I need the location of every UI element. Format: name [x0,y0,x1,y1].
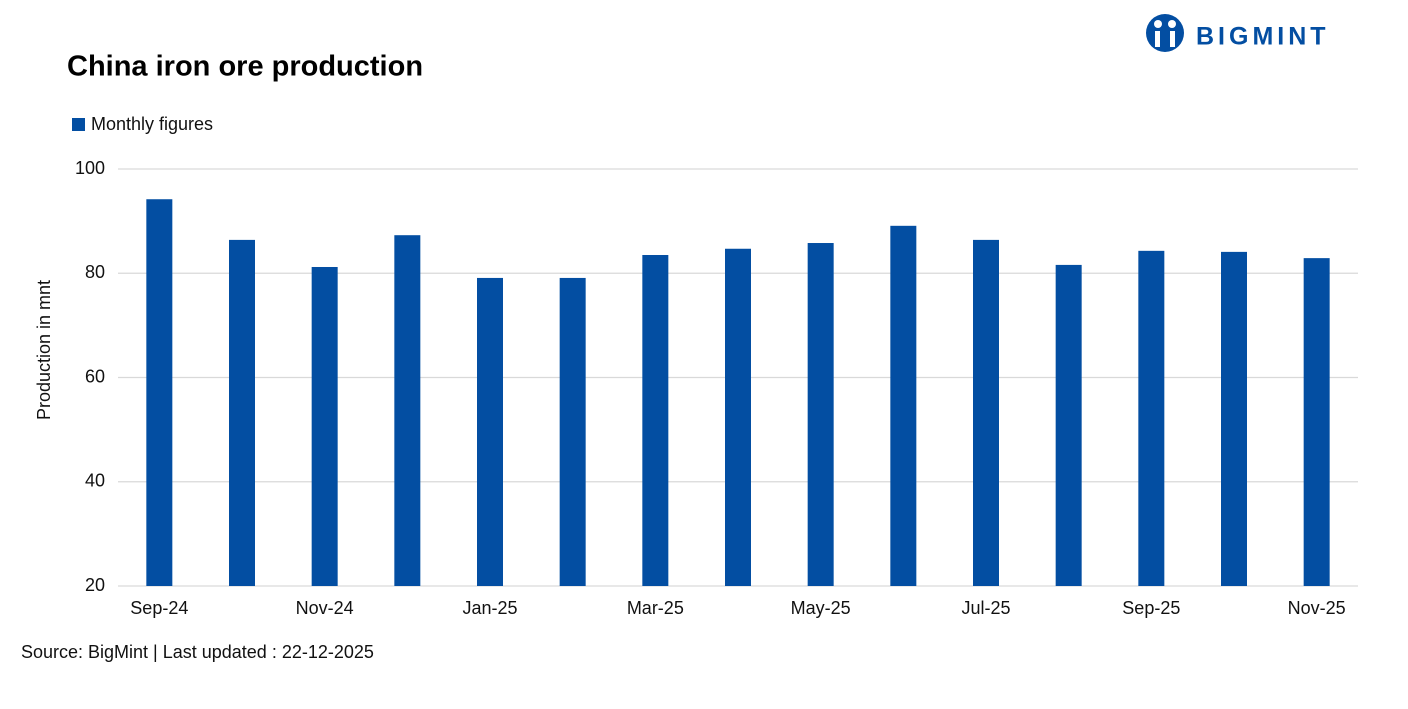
bar [229,239,255,586]
y-tick-label: 40 [85,471,105,491]
bar [890,225,917,586]
bar [973,239,999,586]
bar [1138,250,1165,586]
y-tick-label: 20 [85,575,105,595]
bar [559,277,586,586]
y-tick-label: 80 [85,262,105,282]
x-tick-label: Jul-25 [961,598,1010,618]
logo-icon-bar [1170,31,1175,47]
y-tick-label: 60 [85,366,105,386]
y-tick-label: 100 [75,158,105,178]
logo-text: BIGMINT [1196,23,1330,51]
x-tick-label: Sep-24 [130,598,188,618]
x-tick-label: Jan-25 [462,598,517,618]
y-axis-label: Production in mnt [34,280,54,420]
x-tick-label: Mar-25 [627,598,684,618]
x-tick-label: Nov-24 [296,598,354,618]
x-tick-label: Nov-25 [1288,598,1346,618]
bar [146,199,173,587]
bar [477,277,503,586]
chart-title: China iron ore production [67,51,423,83]
x-tick-label: Sep-25 [1122,598,1180,618]
legend-swatch [72,118,85,131]
bar [807,243,834,586]
logo-icon-dot [1154,20,1162,28]
logo-icon-bar [1155,31,1160,47]
bar [642,255,669,586]
bar [725,248,751,586]
bar [1055,264,1082,586]
logo: BIGMINT [1146,14,1330,52]
logo-icon [1146,14,1184,52]
bar [1303,258,1330,586]
x-tick-label: May-25 [791,598,851,618]
logo-icon-dot [1168,20,1176,28]
bar [394,235,421,587]
legend-label: Monthly figures [91,114,213,134]
bar [311,266,338,586]
bar [1221,251,1247,586]
source-note: Source: BigMint | Last updated : 22-12-2… [21,642,374,662]
